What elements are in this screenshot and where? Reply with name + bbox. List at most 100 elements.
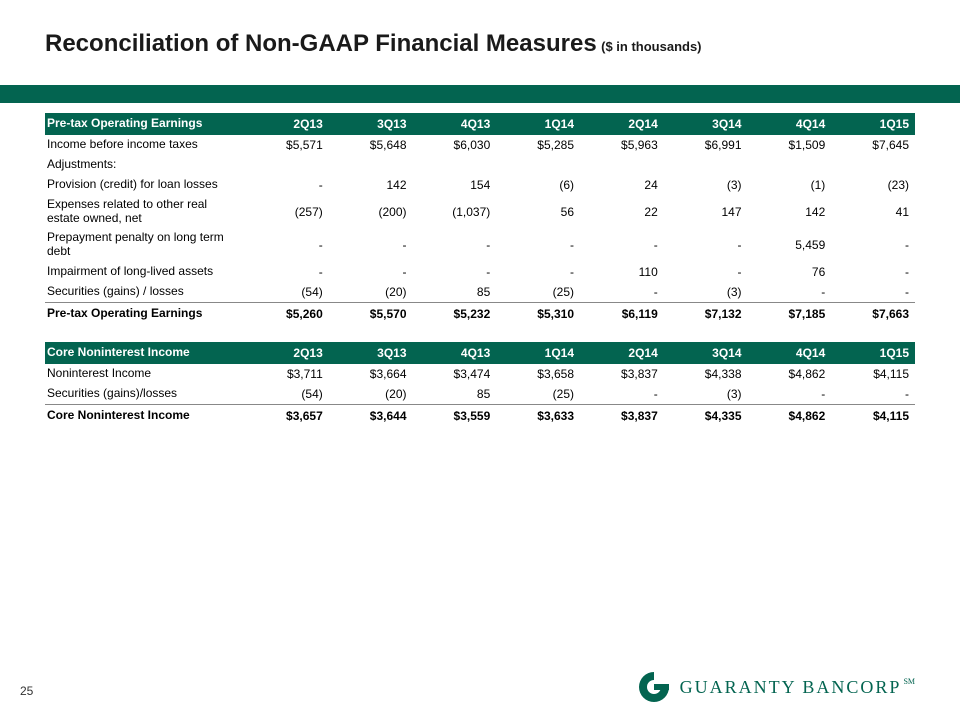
cell: (257) xyxy=(245,195,329,229)
cell: 142 xyxy=(329,175,413,195)
tables-wrap: Pre-tax Operating Earnings 2Q13 3Q13 4Q1… xyxy=(45,113,915,426)
logo-mark-icon xyxy=(636,669,672,705)
cell xyxy=(831,155,915,175)
cell: - xyxy=(580,228,664,262)
table-header-row: Core Noninterest Income 2Q13 3Q13 4Q13 1… xyxy=(45,342,915,364)
total-cell: $5,232 xyxy=(413,302,497,324)
total-cell: $3,837 xyxy=(580,404,664,426)
cell: 76 xyxy=(748,262,832,282)
cell: $5,963 xyxy=(580,135,664,155)
cell: 110 xyxy=(580,262,664,282)
page-number: 25 xyxy=(20,684,33,698)
table-header-label: Core Noninterest Income xyxy=(45,342,245,364)
cell: (25) xyxy=(496,384,580,405)
row-label: Securities (gains)/losses xyxy=(45,384,245,405)
cell: (20) xyxy=(329,282,413,303)
cell: - xyxy=(748,282,832,303)
cell: 41 xyxy=(831,195,915,229)
slide-container: Reconciliation of Non-GAAP Financial Mea… xyxy=(0,0,960,720)
cell: $5,285 xyxy=(496,135,580,155)
cell: (200) xyxy=(329,195,413,229)
col-header: 4Q14 xyxy=(748,113,832,135)
cell: (3) xyxy=(664,384,748,405)
core-noninterest-income-table: Core Noninterest Income 2Q13 3Q13 4Q13 1… xyxy=(45,342,915,426)
cell xyxy=(748,155,832,175)
col-header: 2Q14 xyxy=(580,342,664,364)
title-block: Reconciliation of Non-GAAP Financial Mea… xyxy=(45,30,915,58)
cell: $1,509 xyxy=(748,135,832,155)
col-header: 2Q14 xyxy=(580,113,664,135)
total-label: Core Noninterest Income xyxy=(45,404,245,426)
cell: $3,837 xyxy=(580,364,664,384)
table-total-row: Pre-tax Operating Earnings $5,260 $5,570… xyxy=(45,302,915,324)
logo-text: GUARANTY BANCORPSM xyxy=(680,677,915,698)
cell: (20) xyxy=(329,384,413,405)
cell: $5,571 xyxy=(245,135,329,155)
slide-title: Reconciliation of Non-GAAP Financial Mea… xyxy=(45,30,597,57)
total-cell: $3,644 xyxy=(329,404,413,426)
total-cell: $3,633 xyxy=(496,404,580,426)
table-row: Adjustments: xyxy=(45,155,915,175)
cell: $3,474 xyxy=(413,364,497,384)
cell: (1,037) xyxy=(413,195,497,229)
cell: 85 xyxy=(413,282,497,303)
row-label: Expenses related to other real estate ow… xyxy=(45,195,245,229)
cell: (3) xyxy=(664,175,748,195)
total-cell: $5,310 xyxy=(496,302,580,324)
col-header: 1Q15 xyxy=(831,342,915,364)
total-cell: $6,119 xyxy=(580,302,664,324)
col-header: 2Q13 xyxy=(245,113,329,135)
col-header: 4Q13 xyxy=(413,113,497,135)
cell: - xyxy=(496,262,580,282)
cell: (54) xyxy=(245,384,329,405)
cell: - xyxy=(831,384,915,405)
total-cell: $4,115 xyxy=(831,404,915,426)
cell: (3) xyxy=(664,282,748,303)
cell: $3,658 xyxy=(496,364,580,384)
cell xyxy=(245,155,329,175)
row-label: Impairment of long-lived assets xyxy=(45,262,245,282)
total-cell: $7,132 xyxy=(664,302,748,324)
col-header: 3Q14 xyxy=(664,113,748,135)
cell: 85 xyxy=(413,384,497,405)
cell: - xyxy=(245,262,329,282)
table-row: Provision (credit) for loan losses - 142… xyxy=(45,175,915,195)
cell: - xyxy=(329,262,413,282)
table-total-row: Core Noninterest Income $3,657 $3,644 $3… xyxy=(45,404,915,426)
col-header: 1Q14 xyxy=(496,342,580,364)
slide-subtitle: ($ in thousands) xyxy=(601,39,701,54)
cell: (54) xyxy=(245,282,329,303)
cell: $3,711 xyxy=(245,364,329,384)
cell: - xyxy=(831,228,915,262)
cell: - xyxy=(748,384,832,405)
cell: (6) xyxy=(496,175,580,195)
cell: $3,664 xyxy=(329,364,413,384)
cell: - xyxy=(245,228,329,262)
col-header: 4Q14 xyxy=(748,342,832,364)
total-cell: $7,663 xyxy=(831,302,915,324)
cell: - xyxy=(664,228,748,262)
total-cell: $4,335 xyxy=(664,404,748,426)
cell: 5,459 xyxy=(748,228,832,262)
total-label: Pre-tax Operating Earnings xyxy=(45,302,245,324)
cell xyxy=(496,155,580,175)
total-cell: $4,862 xyxy=(748,404,832,426)
cell xyxy=(413,155,497,175)
company-logo: GUARANTY BANCORPSM xyxy=(636,669,915,705)
cell: $4,115 xyxy=(831,364,915,384)
cell: (25) xyxy=(496,282,580,303)
total-cell: $7,185 xyxy=(748,302,832,324)
cell: 22 xyxy=(580,195,664,229)
table-row: Securities (gains) / losses (54) (20) 85… xyxy=(45,282,915,303)
pretax-operating-earnings-table: Pre-tax Operating Earnings 2Q13 3Q13 4Q1… xyxy=(45,113,915,324)
cell: - xyxy=(580,384,664,405)
cell: - xyxy=(831,282,915,303)
cell: (23) xyxy=(831,175,915,195)
table-row: Expenses related to other real estate ow… xyxy=(45,195,915,229)
row-label: Provision (credit) for loan losses xyxy=(45,175,245,195)
cell: 142 xyxy=(748,195,832,229)
table-row: Income before income taxes $5,571 $5,648… xyxy=(45,135,915,155)
row-label: Adjustments: xyxy=(45,155,245,175)
cell: 56 xyxy=(496,195,580,229)
logo-servicemark: SM xyxy=(903,677,915,686)
